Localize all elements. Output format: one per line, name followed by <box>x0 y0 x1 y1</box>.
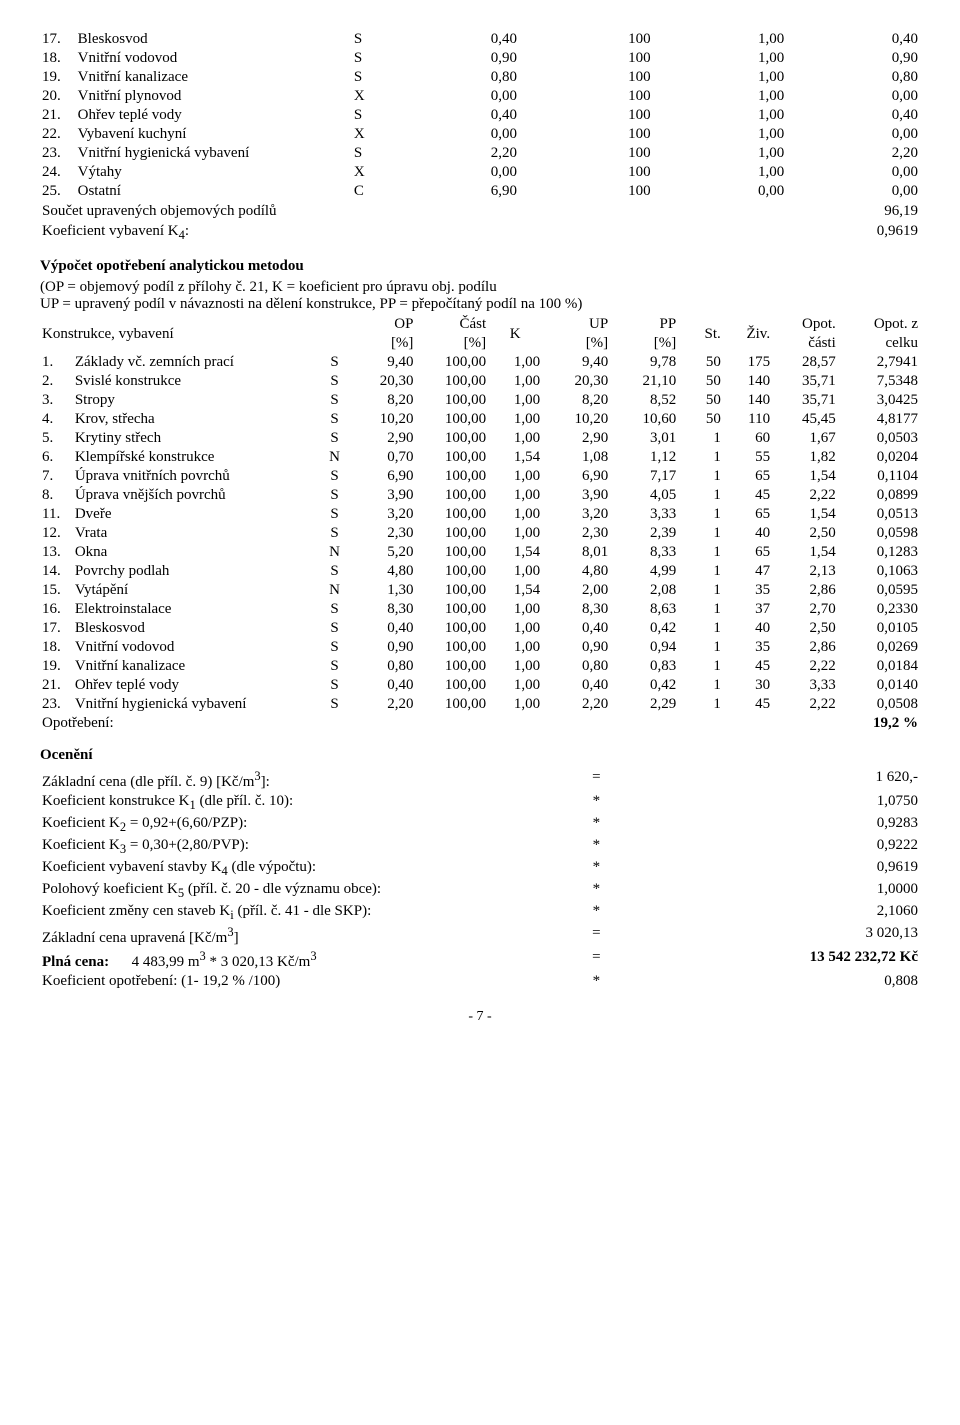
sum1-label: Součet upravených objemových podílů <box>40 201 786 221</box>
table-row: 6.Klempířské konstrukceN0,70100,001,541,… <box>40 448 920 467</box>
table-row: 18.Vnitřní vodovodS0,90100,001,000,900,9… <box>40 638 920 657</box>
calc-row: Koeficient změny cen staveb Ki (příl. č.… <box>40 902 920 924</box>
table-row: 16.ElektroinstalaceS8,30100,001,008,308,… <box>40 600 920 619</box>
calc-row: Koeficient K2 = 0,92+(6,60/PZP):*0,9283 <box>40 814 920 836</box>
calc-row: Koeficient vybavení stavby K4 (dle výpoč… <box>40 858 920 880</box>
table-row: 21.Ohřev teplé vodyS0,40100,001,000,400,… <box>40 676 920 695</box>
page-number: - 7 - <box>40 1009 920 1025</box>
table-row: 24.VýtahyX0,001001,000,00 <box>40 163 920 182</box>
opotrebeni-row: Opotřebení: 19,2 % <box>40 714 920 733</box>
table-opotrebeni: Konstrukce, vybavení OP Část K UP PP St.… <box>40 315 920 733</box>
plna-cena-row: Plná cena: 4 483,99 m3 * 3 020,13 Kč/m3 … <box>40 948 920 972</box>
table-row: 19.Vnitřní kanalizaceS0,80100,001,000,80… <box>40 657 920 676</box>
koef-opotrebeni-row: Koeficient opotřebení: (1- 19,2 % /100) … <box>40 972 920 991</box>
table-row: 14.Povrchy podlahS4,80100,001,004,804,99… <box>40 562 920 581</box>
table-row: 23.Vnitřní hygienická vybaveníS2,201001,… <box>40 144 920 163</box>
calc-row: Polohový koeficient K5 (příl. č. 20 - dl… <box>40 880 920 902</box>
head-label: Konstrukce, vybavení <box>40 315 347 353</box>
table-row: 5.Krytiny střechS2,90100,001,002,903,011… <box>40 429 920 448</box>
table-row: 21.Ohřev teplé vodyS0,401001,000,40 <box>40 106 920 125</box>
method-line2: UP = upravený podíl v návaznosti na děle… <box>40 296 920 313</box>
table-row: 4.Krov, střechaS10,20100,001,0010,2010,6… <box>40 410 920 429</box>
table-row: 17.BleskosvodS0,40100,001,000,400,421402… <box>40 619 920 638</box>
calc-row: Základní cena (dle příl. č. 9) [Kč/m3]:=… <box>40 768 920 792</box>
table-row: 18.Vnitřní vodovodS0,901001,000,90 <box>40 49 920 68</box>
table-oceneni: Základní cena (dle příl. č. 9) [Kč/m3]:=… <box>40 768 920 991</box>
sum1-val: 96,19 <box>786 201 920 221</box>
method-line1: (OP = objemový podíl z přílohy č. 21, K … <box>40 279 920 296</box>
table-row: 17.BleskosvodS0,401001,000,40 <box>40 30 920 49</box>
table-row: 20.Vnitřní plynovodX0,001001,000,00 <box>40 87 920 106</box>
table-row: 8.Úprava vnějších povrchůS3,90100,001,00… <box>40 486 920 505</box>
table-row: 12.VrataS2,30100,001,002,302,391402,500,… <box>40 524 920 543</box>
table-row: 25.OstatníC6,901000,000,00 <box>40 182 920 201</box>
table-objemove-podily: 17.BleskosvodS0,401001,000,4018.Vnitřní … <box>40 30 920 244</box>
calc-row: Koeficient K3 = 0,30+(2,80/PVP):*0,9222 <box>40 836 920 858</box>
table-row: 2.Svislé konstrukceS20,30100,001,0020,30… <box>40 372 920 391</box>
table-row: 3.StropyS8,20100,001,008,208,525014035,7… <box>40 391 920 410</box>
sum2-label: Koeficient vybavení K4: <box>40 221 786 244</box>
oceneni-heading: Ocenění <box>40 747 920 764</box>
table-row: 1.Základy vč. zemních pracíS9,40100,001,… <box>40 353 920 372</box>
method-heading: Výpočet opotřebení analytickou metodou <box>40 258 920 275</box>
table-row: 13.OknaN5,20100,001,548,018,331651,540,1… <box>40 543 920 562</box>
table-row: 7.Úprava vnitřních povrchůS6,90100,001,0… <box>40 467 920 486</box>
table-row: 22.Vybavení kuchyníX0,001001,000,00 <box>40 125 920 144</box>
sum2-val: 0,9619 <box>786 221 920 244</box>
table-row: 11.DveřeS3,20100,001,003,203,331651,540,… <box>40 505 920 524</box>
calc-row: Základní cena upravená [Kč/m3]=3 020,13 <box>40 924 920 948</box>
table-row: 23.Vnitřní hygienická vybaveníS2,20100,0… <box>40 695 920 714</box>
table-row: 19.Vnitřní kanalizaceS0,801001,000,80 <box>40 68 920 87</box>
table-row: 15.VytápěníN1,30100,001,542,002,081352,8… <box>40 581 920 600</box>
calc-row: Koeficient konstrukce K1 (dle příl. č. 1… <box>40 792 920 814</box>
table2-header: Konstrukce, vybavení OP Část K UP PP St.… <box>40 315 920 334</box>
